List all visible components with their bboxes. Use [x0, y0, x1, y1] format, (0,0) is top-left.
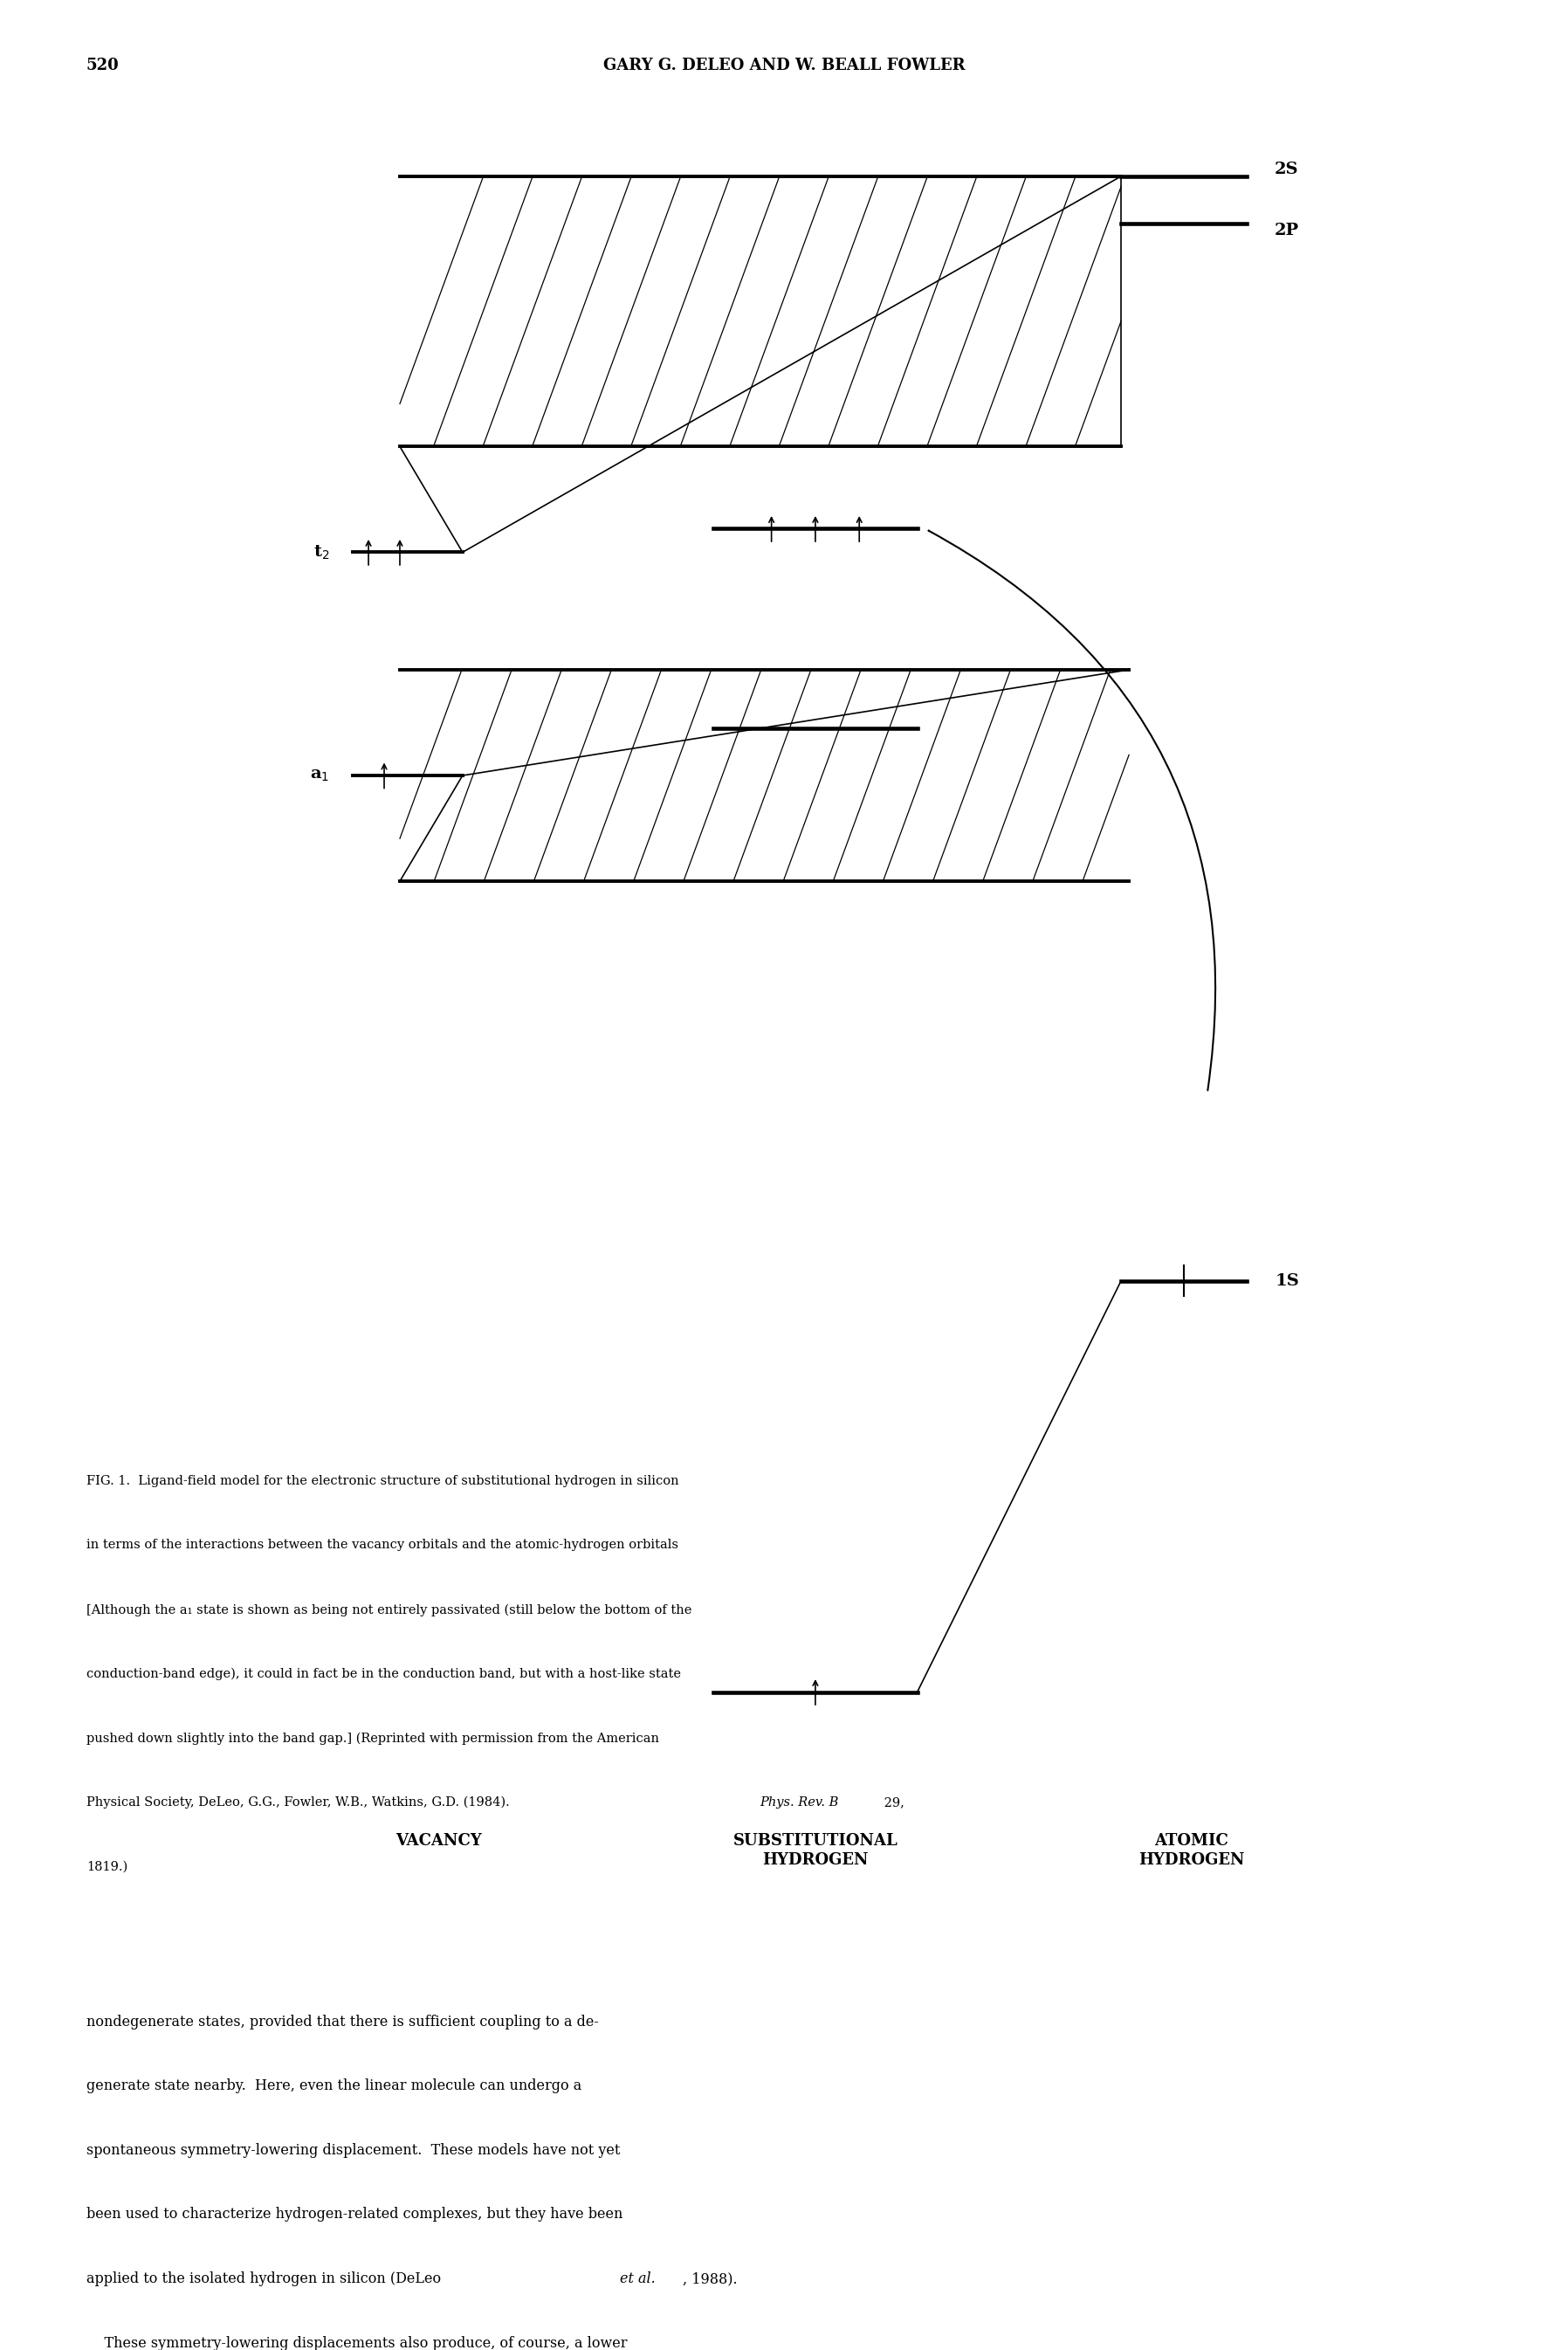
Text: et al.: et al. — [619, 2272, 655, 2287]
Text: spontaneous symmetry-lowering displacement.  These models have not yet: spontaneous symmetry-lowering displaceme… — [86, 2143, 619, 2157]
FancyArrowPatch shape — [928, 531, 1215, 1090]
Text: 520: 520 — [86, 59, 119, 73]
Text: 2S: 2S — [1275, 162, 1298, 176]
Text: pushed down slightly into the band gap.] (Reprinted with permission from the Ame: pushed down slightly into the band gap.]… — [86, 1732, 659, 1744]
Text: been used to characterize hydrogen-related complexes, but they have been: been used to characterize hydrogen-relat… — [86, 2207, 622, 2223]
Text: 1819.): 1819.) — [86, 1861, 127, 1873]
Text: 29,: 29, — [880, 1795, 905, 1810]
Text: conduction-band edge), it could in fact be in the conduction band, but with a ho: conduction-band edge), it could in fact … — [86, 1668, 681, 1680]
Text: These symmetry-lowering displacements also produce, of course, a lower: These symmetry-lowering displacements al… — [86, 2336, 627, 2350]
Text: ATOMIC
HYDROGEN: ATOMIC HYDROGEN — [1138, 1833, 1245, 1868]
Text: 1S: 1S — [1275, 1274, 1298, 1288]
Text: t$_2$: t$_2$ — [314, 543, 329, 562]
Text: , 1988).: , 1988). — [682, 2272, 737, 2287]
Text: in terms of the interactions between the vacancy orbitals and the atomic-hydroge: in terms of the interactions between the… — [86, 1539, 679, 1551]
Text: applied to the isolated hydrogen in silicon (DeLeo: applied to the isolated hydrogen in sili… — [86, 2272, 445, 2287]
Text: generate state nearby.  Here, even the linear molecule can undergo a: generate state nearby. Here, even the li… — [86, 2077, 582, 2094]
Text: GARY G. DELEO AND W. BEALL FOWLER: GARY G. DELEO AND W. BEALL FOWLER — [604, 59, 964, 73]
Text: Physical Society, DeLeo, G.G., Fowler, W.B., Watkins, G.D. (1984).: Physical Society, DeLeo, G.G., Fowler, W… — [86, 1795, 513, 1810]
Text: FIG. 1.  Ligand-field model for the electronic structure of substitutional hydro: FIG. 1. Ligand-field model for the elect… — [86, 1476, 679, 1488]
Text: [Although the a₁ state is shown as being not entirely passivated (still below th: [Although the a₁ state is shown as being… — [86, 1603, 691, 1617]
Text: a$_1$: a$_1$ — [310, 768, 329, 783]
Text: Phys. Rev. B: Phys. Rev. B — [759, 1795, 839, 1810]
Text: 2P: 2P — [1275, 223, 1300, 237]
Text: nondegenerate states, provided that there is sufficient coupling to a de-: nondegenerate states, provided that ther… — [86, 2014, 599, 2028]
Text: VACANCY: VACANCY — [397, 1833, 481, 1849]
Text: SUBSTITUTIONAL
HYDROGEN: SUBSTITUTIONAL HYDROGEN — [732, 1833, 898, 1868]
